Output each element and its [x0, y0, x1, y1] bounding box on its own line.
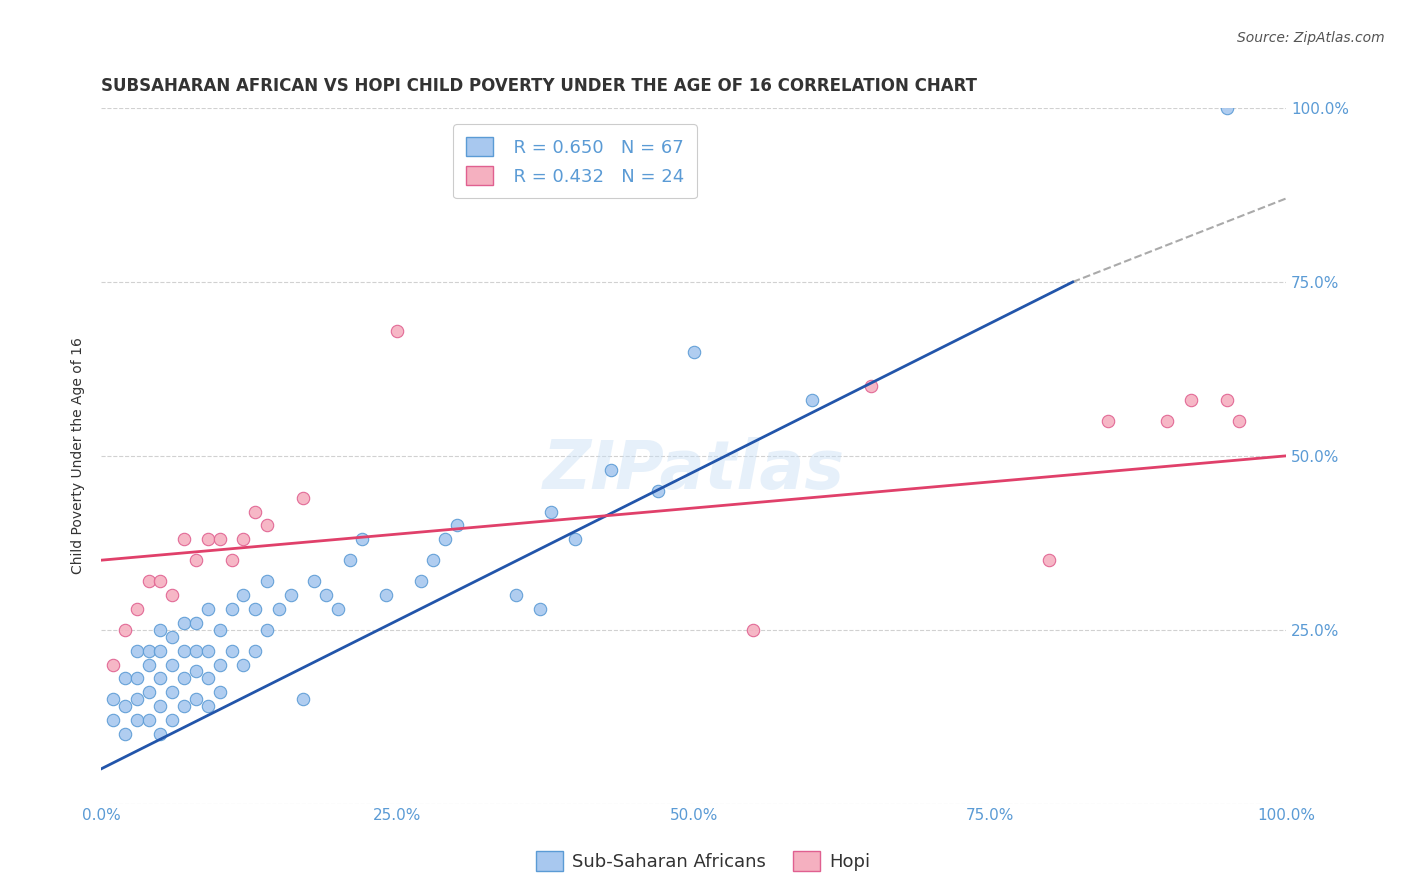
Point — [801, 393, 824, 408]
Point — [267, 602, 290, 616]
Point — [221, 602, 243, 616]
Point — [162, 657, 184, 672]
Point — [599, 463, 621, 477]
Point — [1038, 553, 1060, 567]
Point — [125, 643, 148, 657]
Point — [149, 672, 172, 686]
Point — [114, 623, 136, 637]
Point — [328, 602, 350, 616]
Point — [125, 602, 148, 616]
Point — [208, 657, 231, 672]
Point — [540, 504, 562, 518]
Title: SUBSAHARAN AFRICAN VS HOPI CHILD POVERTY UNDER THE AGE OF 16 CORRELATION CHART: SUBSAHARAN AFRICAN VS HOPI CHILD POVERTY… — [101, 78, 977, 95]
Point — [1097, 414, 1119, 428]
Text: ZIPatlas: ZIPatlas — [543, 437, 845, 503]
Point — [221, 553, 243, 567]
Point — [1156, 414, 1178, 428]
Point — [125, 692, 148, 706]
Point — [138, 574, 160, 588]
Point — [280, 588, 302, 602]
Point — [1227, 414, 1250, 428]
Point — [197, 533, 219, 547]
Point — [114, 699, 136, 714]
Point — [256, 574, 278, 588]
Point — [315, 588, 337, 602]
Point — [162, 588, 184, 602]
Point — [125, 713, 148, 727]
Point — [647, 483, 669, 498]
Point — [422, 553, 444, 567]
Point — [1215, 101, 1237, 115]
Point — [184, 665, 207, 679]
Point — [184, 643, 207, 657]
Point — [149, 574, 172, 588]
Point — [101, 692, 124, 706]
Point — [101, 657, 124, 672]
Point — [1180, 393, 1202, 408]
Point — [149, 727, 172, 741]
Point — [138, 657, 160, 672]
Point — [1215, 393, 1237, 408]
Point — [387, 324, 409, 338]
Legend:   R = 0.650   N = 67,   R = 0.432   N = 24: R = 0.650 N = 67, R = 0.432 N = 24 — [453, 124, 697, 198]
Point — [208, 623, 231, 637]
Point — [125, 672, 148, 686]
Point — [232, 588, 254, 602]
Point — [433, 533, 456, 547]
Point — [741, 623, 763, 637]
Point — [208, 685, 231, 699]
Point — [245, 504, 267, 518]
Point — [138, 685, 160, 699]
Point — [173, 615, 195, 630]
Point — [374, 588, 396, 602]
Point — [138, 643, 160, 657]
Point — [208, 533, 231, 547]
Point — [446, 518, 468, 533]
Point — [564, 533, 586, 547]
Point — [173, 533, 195, 547]
Point — [114, 672, 136, 686]
Point — [682, 344, 704, 359]
Point — [232, 533, 254, 547]
Point — [162, 685, 184, 699]
Point — [173, 672, 195, 686]
Point — [138, 713, 160, 727]
Y-axis label: Child Poverty Under the Age of 16: Child Poverty Under the Age of 16 — [72, 337, 86, 574]
Point — [149, 643, 172, 657]
Point — [304, 574, 326, 588]
Point — [197, 643, 219, 657]
Point — [184, 692, 207, 706]
Point — [232, 657, 254, 672]
Text: Source: ZipAtlas.com: Source: ZipAtlas.com — [1237, 31, 1385, 45]
Point — [162, 713, 184, 727]
Point — [184, 615, 207, 630]
Point — [162, 630, 184, 644]
Point — [256, 518, 278, 533]
Point — [197, 672, 219, 686]
Point — [245, 602, 267, 616]
Point — [101, 713, 124, 727]
Point — [291, 491, 314, 505]
Legend: Sub-Saharan Africans, Hopi: Sub-Saharan Africans, Hopi — [529, 844, 877, 879]
Point — [291, 692, 314, 706]
Point — [860, 379, 883, 393]
Point — [221, 643, 243, 657]
Point — [350, 533, 373, 547]
Point — [149, 699, 172, 714]
Point — [184, 553, 207, 567]
Point — [173, 699, 195, 714]
Point — [197, 699, 219, 714]
Point — [339, 553, 361, 567]
Point — [197, 602, 219, 616]
Point — [173, 643, 195, 657]
Point — [114, 727, 136, 741]
Point — [256, 623, 278, 637]
Point — [149, 623, 172, 637]
Point — [409, 574, 432, 588]
Point — [245, 643, 267, 657]
Point — [505, 588, 527, 602]
Point — [529, 602, 551, 616]
